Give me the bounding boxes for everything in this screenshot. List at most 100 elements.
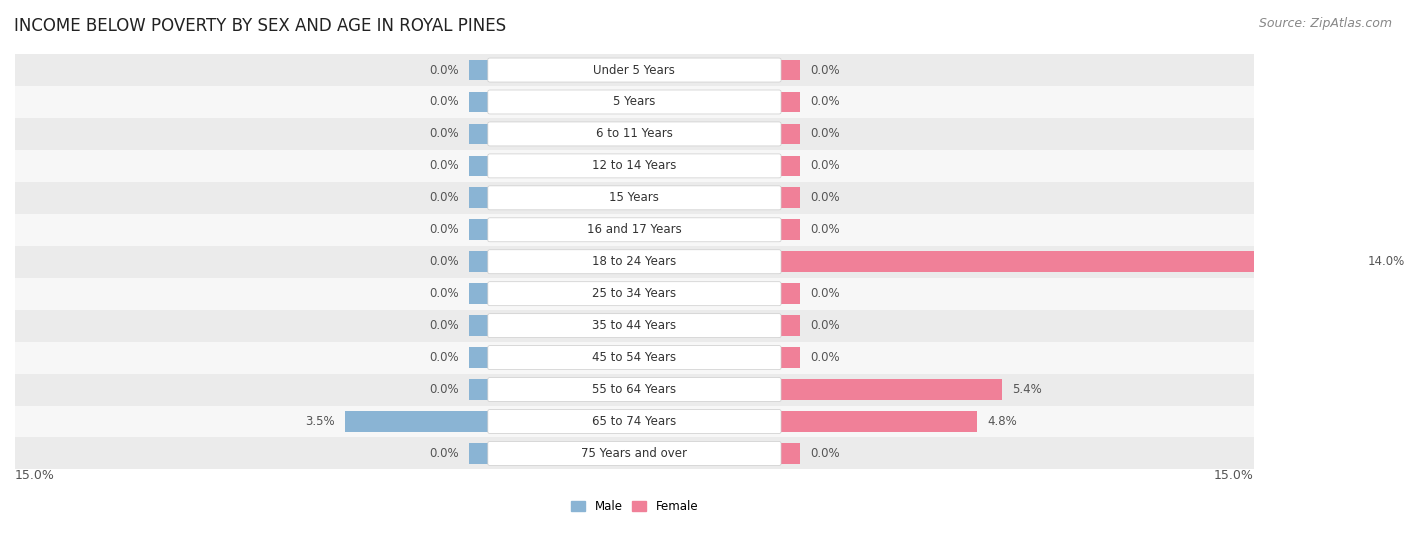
Text: 0.0%: 0.0% [429,351,458,364]
Text: 0.0%: 0.0% [429,64,458,76]
FancyBboxPatch shape [488,218,780,242]
Text: 0.0%: 0.0% [429,319,458,332]
Bar [15,341,1254,374]
Bar [15,437,1254,469]
Bar [779,411,977,432]
Bar [779,411,977,432]
Bar [470,187,489,208]
Bar [470,123,489,145]
Bar [15,150,1254,182]
Bar [15,278,1254,310]
Bar [470,443,489,464]
Bar [779,379,1002,400]
Text: 0.0%: 0.0% [429,160,458,172]
Bar [470,379,489,400]
Bar [470,443,489,464]
Text: 0.0%: 0.0% [810,160,839,172]
Bar [779,187,800,208]
Text: 0.0%: 0.0% [429,95,458,108]
Text: 35 to 44 Years: 35 to 44 Years [592,319,676,332]
FancyBboxPatch shape [488,186,780,210]
FancyBboxPatch shape [488,250,780,274]
Bar [470,251,489,272]
Bar [779,283,800,304]
Bar [470,251,489,272]
Text: 0.0%: 0.0% [810,351,839,364]
Text: 55 to 64 Years: 55 to 64 Years [592,383,676,396]
Text: 0.0%: 0.0% [429,383,458,396]
Text: 45 to 54 Years: 45 to 54 Years [592,351,676,364]
FancyBboxPatch shape [488,154,780,178]
Bar [346,411,489,432]
Bar [779,315,800,336]
Text: 4.8%: 4.8% [987,415,1018,428]
FancyBboxPatch shape [488,58,780,82]
FancyBboxPatch shape [488,441,780,465]
Bar [779,60,800,80]
Bar [779,251,1357,272]
Text: 0.0%: 0.0% [810,127,839,141]
Bar [779,123,800,145]
Text: 16 and 17 Years: 16 and 17 Years [588,223,682,236]
Text: 75 Years and over: 75 Years and over [582,447,688,460]
Text: 0.0%: 0.0% [810,64,839,76]
Text: 65 to 74 Years: 65 to 74 Years [592,415,676,428]
Bar [470,187,489,208]
Text: 0.0%: 0.0% [810,447,839,460]
Bar [15,246,1254,278]
FancyBboxPatch shape [488,90,780,114]
Bar [470,315,489,336]
Text: Source: ZipAtlas.com: Source: ZipAtlas.com [1258,17,1392,30]
Bar [470,219,489,240]
Bar [779,443,800,464]
Text: 0.0%: 0.0% [429,223,458,236]
Legend: Male, Female: Male, Female [571,501,697,513]
Bar [470,156,489,176]
FancyBboxPatch shape [488,378,780,402]
Bar [779,283,800,304]
FancyBboxPatch shape [488,282,780,306]
Text: 15 Years: 15 Years [609,191,659,204]
Text: 0.0%: 0.0% [810,287,839,300]
Text: 0.0%: 0.0% [429,191,458,204]
Bar [779,156,800,176]
Bar [779,315,800,336]
Text: 12 to 14 Years: 12 to 14 Years [592,160,676,172]
Text: 25 to 34 Years: 25 to 34 Years [592,287,676,300]
Bar [779,379,1002,400]
Text: 0.0%: 0.0% [429,287,458,300]
Bar [470,219,489,240]
Bar [779,219,800,240]
Bar [779,347,800,368]
Bar [779,60,800,80]
Bar [470,92,489,112]
Bar [470,315,489,336]
Text: INCOME BELOW POVERTY BY SEX AND AGE IN ROYAL PINES: INCOME BELOW POVERTY BY SEX AND AGE IN R… [14,17,506,35]
Bar [470,379,489,400]
Text: 0.0%: 0.0% [429,255,458,268]
Text: 5 Years: 5 Years [613,95,655,108]
Bar [470,60,489,80]
Bar [470,283,489,304]
Bar [15,54,1254,86]
Bar [779,123,800,145]
Text: 15.0%: 15.0% [1213,469,1254,483]
Text: 0.0%: 0.0% [429,447,458,460]
Bar [779,443,800,464]
Text: 0.0%: 0.0% [810,319,839,332]
FancyBboxPatch shape [488,122,780,146]
Text: 15.0%: 15.0% [15,469,55,483]
Bar [779,187,800,208]
Text: 0.0%: 0.0% [810,95,839,108]
Text: Under 5 Years: Under 5 Years [593,64,675,76]
Text: 18 to 24 Years: 18 to 24 Years [592,255,676,268]
Bar [346,411,489,432]
Bar [470,60,489,80]
Bar [15,214,1254,246]
Text: 5.4%: 5.4% [1012,383,1042,396]
Text: 6 to 11 Years: 6 to 11 Years [596,127,673,141]
Bar [470,92,489,112]
Bar [779,92,800,112]
Text: 0.0%: 0.0% [810,223,839,236]
Bar [779,156,800,176]
